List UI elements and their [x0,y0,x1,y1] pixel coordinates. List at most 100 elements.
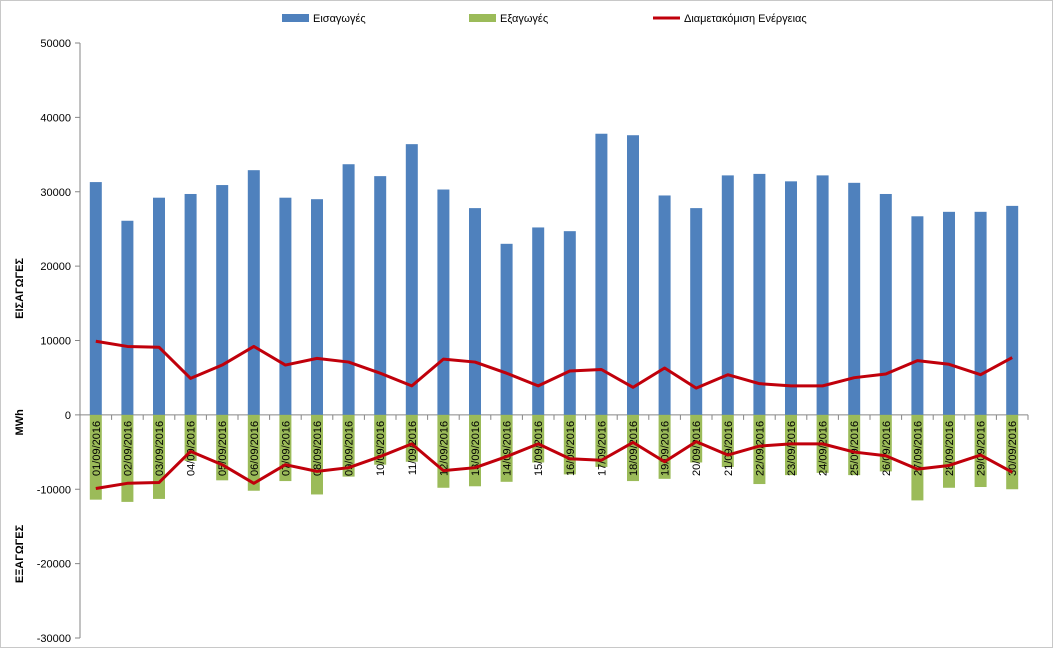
export-bar [374,414,387,465]
x-tick-label: 10/09/2016 [375,421,387,476]
export-bar [848,414,861,476]
export-bar [690,414,703,463]
import-bar [753,173,766,415]
x-tick-label: 16/09/2016 [565,421,577,476]
import-bar [311,199,323,415]
export-bar [943,414,955,488]
import-bar [469,208,481,415]
import-bar [279,197,292,415]
x-tick-label: 21/09/2016 [723,421,735,476]
x-tick-label: 03/09/2016 [154,421,166,476]
x-tick-label: 01/09/2016 [91,421,103,476]
import-bar [532,227,545,415]
x-tick-label: 08/09/2016 [312,421,324,476]
export-bar [184,414,197,461]
import-bar [658,195,671,415]
import-bar [405,144,418,415]
x-tick-label: 06/09/2016 [249,421,261,476]
export-bar [595,414,608,467]
import-bar [816,175,829,415]
y-tick-label: -30000 [37,633,71,645]
x-tick-label: 12/09/2016 [438,421,450,476]
export-bar [532,414,545,463]
y-tick-label: -20000 [37,559,71,571]
export-bar [753,414,766,485]
y-tick-label: 20000 [40,261,71,273]
x-tick-label: 05/09/2016 [217,421,229,476]
import-bar [974,211,987,415]
x-tick-label: 13/09/2016 [470,421,482,476]
import-bar [627,135,639,415]
x-tick-label: 22/09/2016 [754,421,766,476]
x-tick-label: 07/09/2016 [280,421,292,476]
export-bar [627,414,639,482]
x-tick-label: 30/09/2016 [1007,421,1019,476]
transit-line-lower [95,440,1013,490]
legend-swatch-1 [469,14,496,22]
import-bar [216,185,229,415]
x-tick-label: 18/09/2016 [628,421,640,476]
transit-line-upper [95,339,1013,390]
import-bar [247,170,260,415]
import-bar [374,176,387,415]
x-tick-label: 17/09/2016 [596,421,608,476]
export-bar [311,414,323,495]
x-tick-label: 23/09/2016 [786,421,798,476]
legend-swatch-0 [282,14,309,22]
x-tick-label: 25/09/2016 [849,421,861,476]
legend-label-2: Διαμετακόμιση Ενέργειας [684,13,807,25]
export-bar [342,414,355,477]
import-bar [500,243,513,415]
import-bar [563,231,576,415]
export-bar [500,414,513,482]
export-bar [89,414,102,500]
import-bar [721,175,734,415]
y-tick-label: 0 [65,410,71,422]
x-tick-label: 19/09/2016 [660,421,672,476]
import-bar [911,216,924,415]
x-tick-label: 24/09/2016 [818,421,830,476]
import-bar [1006,205,1019,415]
import-bar [153,197,165,415]
y-tick-label: -10000 [37,484,71,496]
x-tick-label: 09/09/2016 [344,421,356,476]
legend-label-1: Εξαγωγές [500,13,548,25]
import-bar [848,182,861,415]
x-tick-label: 04/09/2016 [186,421,198,476]
y-axis-title-upper: ΕΙΣΑΓΩΓΕΣ [14,258,26,319]
import-bar [89,182,102,415]
x-tick-label: 26/09/2016 [881,421,893,476]
y-tick-label: 50000 [40,38,71,50]
import-bar [785,181,797,415]
export-bar [974,414,987,488]
import-bar [943,211,955,415]
export-bar [121,414,134,502]
x-tick-label: 28/09/2016 [944,421,956,476]
export-bar [247,414,260,491]
x-tick-label: 14/09/2016 [502,421,514,476]
x-tick-label: 29/09/2016 [976,421,988,476]
x-tick-label: 20/09/2016 [691,421,703,476]
import-bar [184,193,197,415]
y-axis-title: MWh [14,409,26,436]
export-bar [405,414,418,462]
y-tick-label: 40000 [40,112,71,124]
import-bar [437,189,450,415]
y-tick-label: 10000 [40,336,71,348]
x-tick-label: 15/09/2016 [533,421,545,476]
y-axis-title-lower: ΕΞΑΓΩΓΕΣ [14,524,26,583]
x-tick-label: 27/09/2016 [912,421,924,476]
import-bar [342,164,355,415]
import-bar [879,193,892,415]
export-bar [911,414,924,501]
export-bar [658,414,671,479]
import-bar [121,220,134,415]
import-bar [595,133,608,415]
y-tick-label: 30000 [40,187,71,199]
x-tick-label: 11/09/2016 [407,421,419,475]
x-tick-label: 02/09/2016 [122,421,134,476]
import-bar [690,208,703,415]
legend-label-0: Εισαγωγές [313,13,366,25]
